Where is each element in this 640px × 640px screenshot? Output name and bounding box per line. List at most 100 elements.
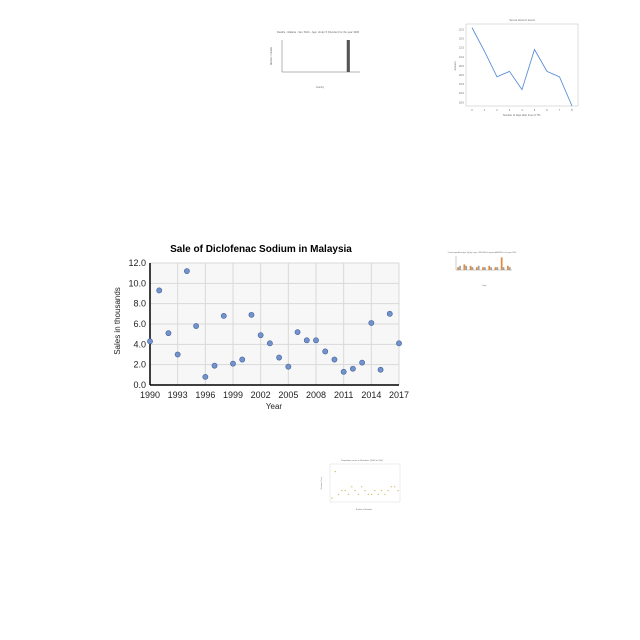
data-point bbox=[331, 497, 333, 499]
x-tick-label: 6 bbox=[546, 108, 548, 112]
chart-title: Deaths - Malaria - Sex: Both - Age: Unde… bbox=[277, 30, 360, 34]
y-tick-label: 4.0 bbox=[133, 339, 146, 349]
chart-title: Sale of Diclofenac Sodium in Malaysia bbox=[170, 244, 352, 255]
mini-line-chart: Some kind of trend 18.5 19.0 19.5 20.0 20.5 2… bbox=[453, 18, 579, 117]
series-line bbox=[471, 27, 573, 107]
data-point bbox=[357, 493, 360, 496]
x-axis-label: Number of Reindeer bbox=[356, 509, 373, 511]
data-point bbox=[165, 330, 172, 337]
mini-bar-chart-deaths: Deaths - Malaria - Sex: Both - Age: Unde… bbox=[270, 30, 360, 89]
x-tick-label: 8 bbox=[571, 108, 573, 112]
data-point bbox=[147, 338, 153, 345]
y-tick-label: 19.0 bbox=[459, 91, 465, 95]
data-point bbox=[156, 287, 163, 294]
y-tick-label: 22.5 bbox=[459, 27, 465, 31]
data-point bbox=[230, 360, 236, 367]
x-axis-label: Number of days after time of TTL bbox=[503, 113, 542, 117]
main-scatter-chart: Sale of Diclofenac Sodium in Malaysia 0.… bbox=[113, 244, 409, 411]
data-point bbox=[364, 489, 366, 492]
data-point bbox=[396, 340, 402, 347]
bar bbox=[500, 257, 503, 270]
data-point bbox=[276, 354, 283, 361]
bar bbox=[502, 267, 505, 270]
data-point bbox=[344, 489, 346, 492]
x-tick-label: 1999 bbox=[223, 390, 243, 400]
data-point bbox=[351, 486, 353, 488]
data-point bbox=[341, 489, 343, 492]
data-point bbox=[294, 329, 301, 336]
data-point bbox=[220, 312, 227, 319]
x-tick-label: 2005 bbox=[278, 390, 298, 400]
bar bbox=[469, 265, 472, 270]
data-point bbox=[354, 489, 356, 492]
bar bbox=[494, 267, 497, 270]
y-tick-label: 18.5 bbox=[459, 100, 465, 104]
data-point bbox=[374, 489, 376, 492]
data-point bbox=[257, 332, 264, 339]
x-tick-label: 1 bbox=[484, 108, 486, 112]
x-tick-label: 2 bbox=[496, 108, 498, 112]
bar bbox=[490, 267, 492, 270]
data-point bbox=[340, 368, 347, 375]
x-tick-label: 0 bbox=[471, 108, 473, 112]
data-point bbox=[367, 493, 369, 496]
data-point bbox=[334, 470, 336, 473]
data-point bbox=[337, 493, 340, 496]
data-point bbox=[380, 489, 383, 492]
x-axis-label: Crops bbox=[482, 285, 487, 287]
x-tick-label: 7 bbox=[559, 108, 561, 112]
data-point bbox=[347, 493, 350, 496]
data-point bbox=[377, 366, 384, 373]
bar bbox=[496, 267, 499, 270]
data-point bbox=[361, 486, 363, 488]
bar bbox=[463, 264, 466, 270]
x-axis-label: Year bbox=[266, 402, 283, 411]
bar bbox=[488, 265, 491, 270]
data-point bbox=[397, 489, 399, 492]
mini-scatter-chart: Population count in Reindeer (1000 of 10… bbox=[320, 459, 401, 511]
chart-title: Crude expenditure (per Kg) by crops, 199… bbox=[448, 251, 516, 254]
bar bbox=[482, 267, 484, 270]
x-tick-label: 2002 bbox=[251, 390, 271, 400]
data-point bbox=[394, 486, 396, 488]
x-tick-label: 1996 bbox=[195, 390, 215, 400]
y-tick-label: 2.0 bbox=[133, 360, 146, 370]
data-point bbox=[384, 493, 386, 496]
x-tick-label: 1993 bbox=[168, 390, 188, 400]
y-tick-label: 20.5 bbox=[459, 64, 465, 68]
data-point bbox=[349, 365, 356, 372]
plot-frame bbox=[465, 23, 579, 107]
plot-frame bbox=[329, 463, 401, 503]
mini-bar-chart-crops: Crude expenditure (per Kg) by crops, 199… bbox=[448, 251, 516, 287]
data-point bbox=[359, 359, 366, 366]
data-point bbox=[313, 337, 319, 344]
bar bbox=[477, 265, 480, 270]
bar bbox=[508, 267, 511, 270]
data-point bbox=[377, 493, 379, 496]
x-tick-label: 2008 bbox=[306, 390, 326, 400]
y-tick-label: 0.0 bbox=[133, 380, 146, 390]
data-point bbox=[390, 486, 393, 488]
data-point bbox=[266, 340, 273, 347]
y-axis-label: Sales in thousands bbox=[113, 287, 122, 355]
x-tick-label: 2017 bbox=[389, 390, 409, 400]
x-tick-label: 2014 bbox=[361, 390, 381, 400]
bar bbox=[507, 265, 509, 270]
x-axis-label: Country bbox=[316, 86, 325, 89]
bar bbox=[465, 265, 468, 270]
data-point bbox=[202, 373, 209, 380]
bar bbox=[484, 267, 486, 270]
data-point bbox=[387, 489, 389, 492]
chart-title: Some kind of trend bbox=[509, 18, 535, 22]
data-point bbox=[331, 356, 338, 363]
y-tick-label: 12.0 bbox=[128, 258, 146, 268]
x-tick-label: 5 bbox=[534, 108, 536, 112]
x-tick-label: 1990 bbox=[140, 390, 160, 400]
data-point bbox=[370, 493, 373, 496]
y-axis-label: Amount bbox=[453, 61, 457, 70]
bar bbox=[475, 267, 478, 270]
y-tick-label: 21.5 bbox=[459, 46, 465, 50]
data-point bbox=[183, 268, 190, 275]
data-point bbox=[248, 311, 255, 318]
bar bbox=[459, 265, 461, 270]
